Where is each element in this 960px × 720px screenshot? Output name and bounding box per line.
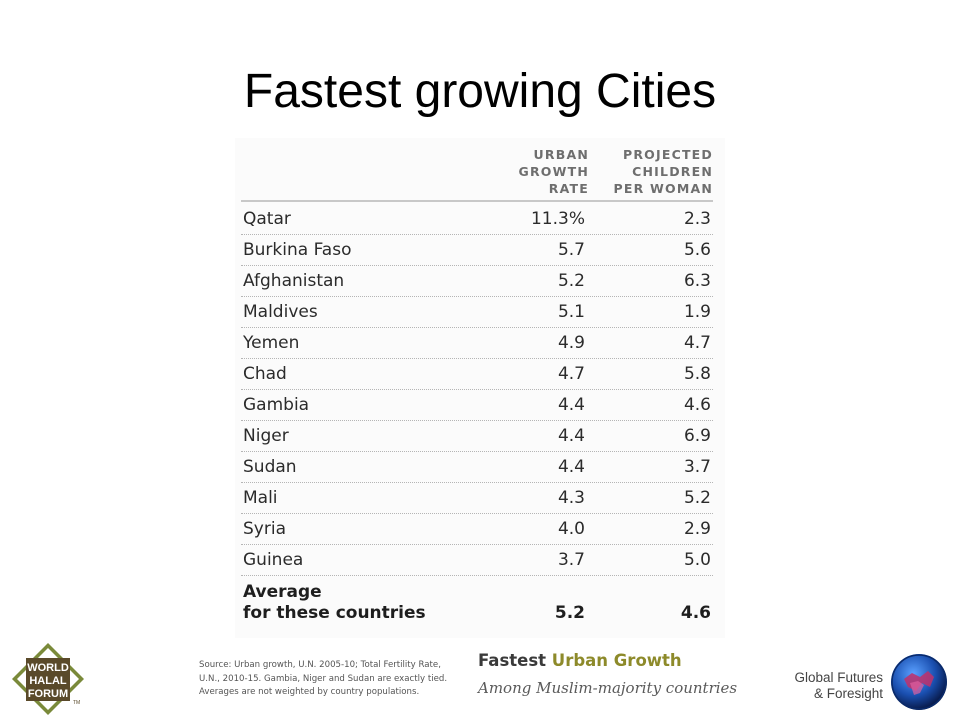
table-row: Yemen 4.9 4.7 — [241, 328, 713, 359]
country-cell: Burkina Faso — [243, 240, 352, 260]
urban-growth-table: URBAN GROWTH RATE PROJECTED CHILDREN PER… — [235, 138, 725, 638]
urban-growth-cell: 4.4 — [557, 426, 585, 446]
world-halal-forum-logo: WORLD HALAL FORUM TM — [12, 643, 84, 715]
caption-title: Fastest Urban Growth — [478, 650, 682, 672]
logo-text-forum: FORUM — [28, 688, 68, 700]
globe-outline — [891, 654, 947, 710]
urban-growth-cell: 4.3 — [557, 488, 585, 508]
children-per-woman-cell: 6.3 — [683, 271, 711, 291]
country-cell: Maldives — [243, 302, 318, 322]
country-cell: Mali — [243, 488, 278, 508]
urban-growth-cell: 4.9 — [557, 333, 585, 353]
table-row: Sudan 4.4 3.7 — [241, 452, 713, 483]
country-cell: Guinea — [243, 550, 304, 570]
country-cell: Syria — [243, 519, 286, 539]
logo-text-world: WORLD — [27, 662, 69, 674]
country-cell: Niger — [243, 426, 289, 446]
children-per-woman-cell: 5.0 — [683, 550, 711, 570]
header-urban-growth-rate: URBAN GROWTH RATE — [518, 147, 589, 196]
header-projected-children: PROJECTED CHILDREN PER WOMAN — [613, 147, 713, 196]
children-per-woman-cell: 1.9 — [683, 302, 711, 322]
logo-text-halal: HALAL — [29, 675, 67, 687]
average-row: Average for these countries 5.2 4.6 — [241, 576, 713, 626]
urban-growth-cell: 5.7 — [557, 240, 585, 260]
children-per-woman-cell: 2.9 — [683, 519, 711, 539]
urban-growth-cell: 3.7 — [557, 550, 585, 570]
children-per-woman-cell: 5.6 — [683, 240, 711, 260]
caption-title-urban-growth: Urban Growth — [551, 651, 682, 670]
country-cell: Chad — [243, 364, 287, 384]
urban-growth-cell: 5.2 — [557, 271, 585, 291]
table-row: Mali 4.3 5.2 — [241, 483, 713, 514]
logo-box — [26, 658, 70, 701]
average-children-per-woman: 4.6 — [680, 603, 711, 623]
country-cell: Sudan — [243, 457, 297, 477]
table-row: Burkina Faso 5.7 5.6 — [241, 235, 713, 266]
children-per-woman-cell: 5.8 — [683, 364, 711, 384]
table-row: Syria 4.0 2.9 — [241, 514, 713, 545]
average-urban-growth: 5.2 — [554, 603, 585, 623]
table-row: Niger 4.4 6.9 — [241, 421, 713, 452]
children-per-woman-cell: 2.3 — [683, 209, 711, 229]
table-row: Gambia 4.4 4.6 — [241, 390, 713, 421]
global-futures-logo — [891, 654, 947, 710]
country-cell: Yemen — [243, 333, 300, 353]
header-divider — [241, 200, 713, 202]
global-futures-label: Global Futures & Foresight — [794, 670, 883, 701]
country-cell: Afghanistan — [243, 271, 345, 291]
table-row: Qatar 11.3% 2.3 — [241, 204, 713, 235]
table-row: Maldives 5.1 1.9 — [241, 297, 713, 328]
caption-title-fastest: Fastest — [478, 651, 547, 670]
globe-figure-accent — [910, 681, 924, 695]
children-per-woman-cell: 5.2 — [683, 488, 711, 508]
table-row: Afghanistan 5.2 6.3 — [241, 266, 713, 297]
table-row: Chad 4.7 5.8 — [241, 359, 713, 390]
urban-growth-cell: 4.7 — [557, 364, 585, 384]
urban-growth-cell: 4.0 — [557, 519, 585, 539]
urban-growth-cell: 4.4 — [557, 457, 585, 477]
children-per-woman-cell: 3.7 — [683, 457, 711, 477]
caption-subtitle: Among Muslim-majority countries — [478, 679, 738, 697]
source-note: Source: Urban growth, U.N. 2005-10; Tota… — [199, 660, 448, 697]
logo-trademark: TM — [73, 700, 80, 706]
urban-growth-cell: 4.4 — [557, 395, 585, 415]
children-per-woman-cell: 4.7 — [683, 333, 711, 353]
slide-title: Fastest growing Cities — [243, 65, 717, 118]
children-per-woman-cell: 4.6 — [683, 395, 711, 415]
country-cell: Qatar — [243, 209, 291, 229]
table-row: Guinea 3.7 5.0 — [241, 545, 713, 576]
children-per-woman-cell: 6.9 — [683, 426, 711, 446]
urban-growth-cell: 5.1 — [557, 302, 585, 322]
country-cell: Gambia — [243, 395, 310, 415]
average-label: Average for these countries — [243, 582, 426, 623]
table-body: Qatar 11.3% 2.3 Burkina Faso 5.7 5.6 Afghanist… — [241, 204, 713, 626]
urban-growth-cell: 11.3% — [530, 209, 585, 229]
